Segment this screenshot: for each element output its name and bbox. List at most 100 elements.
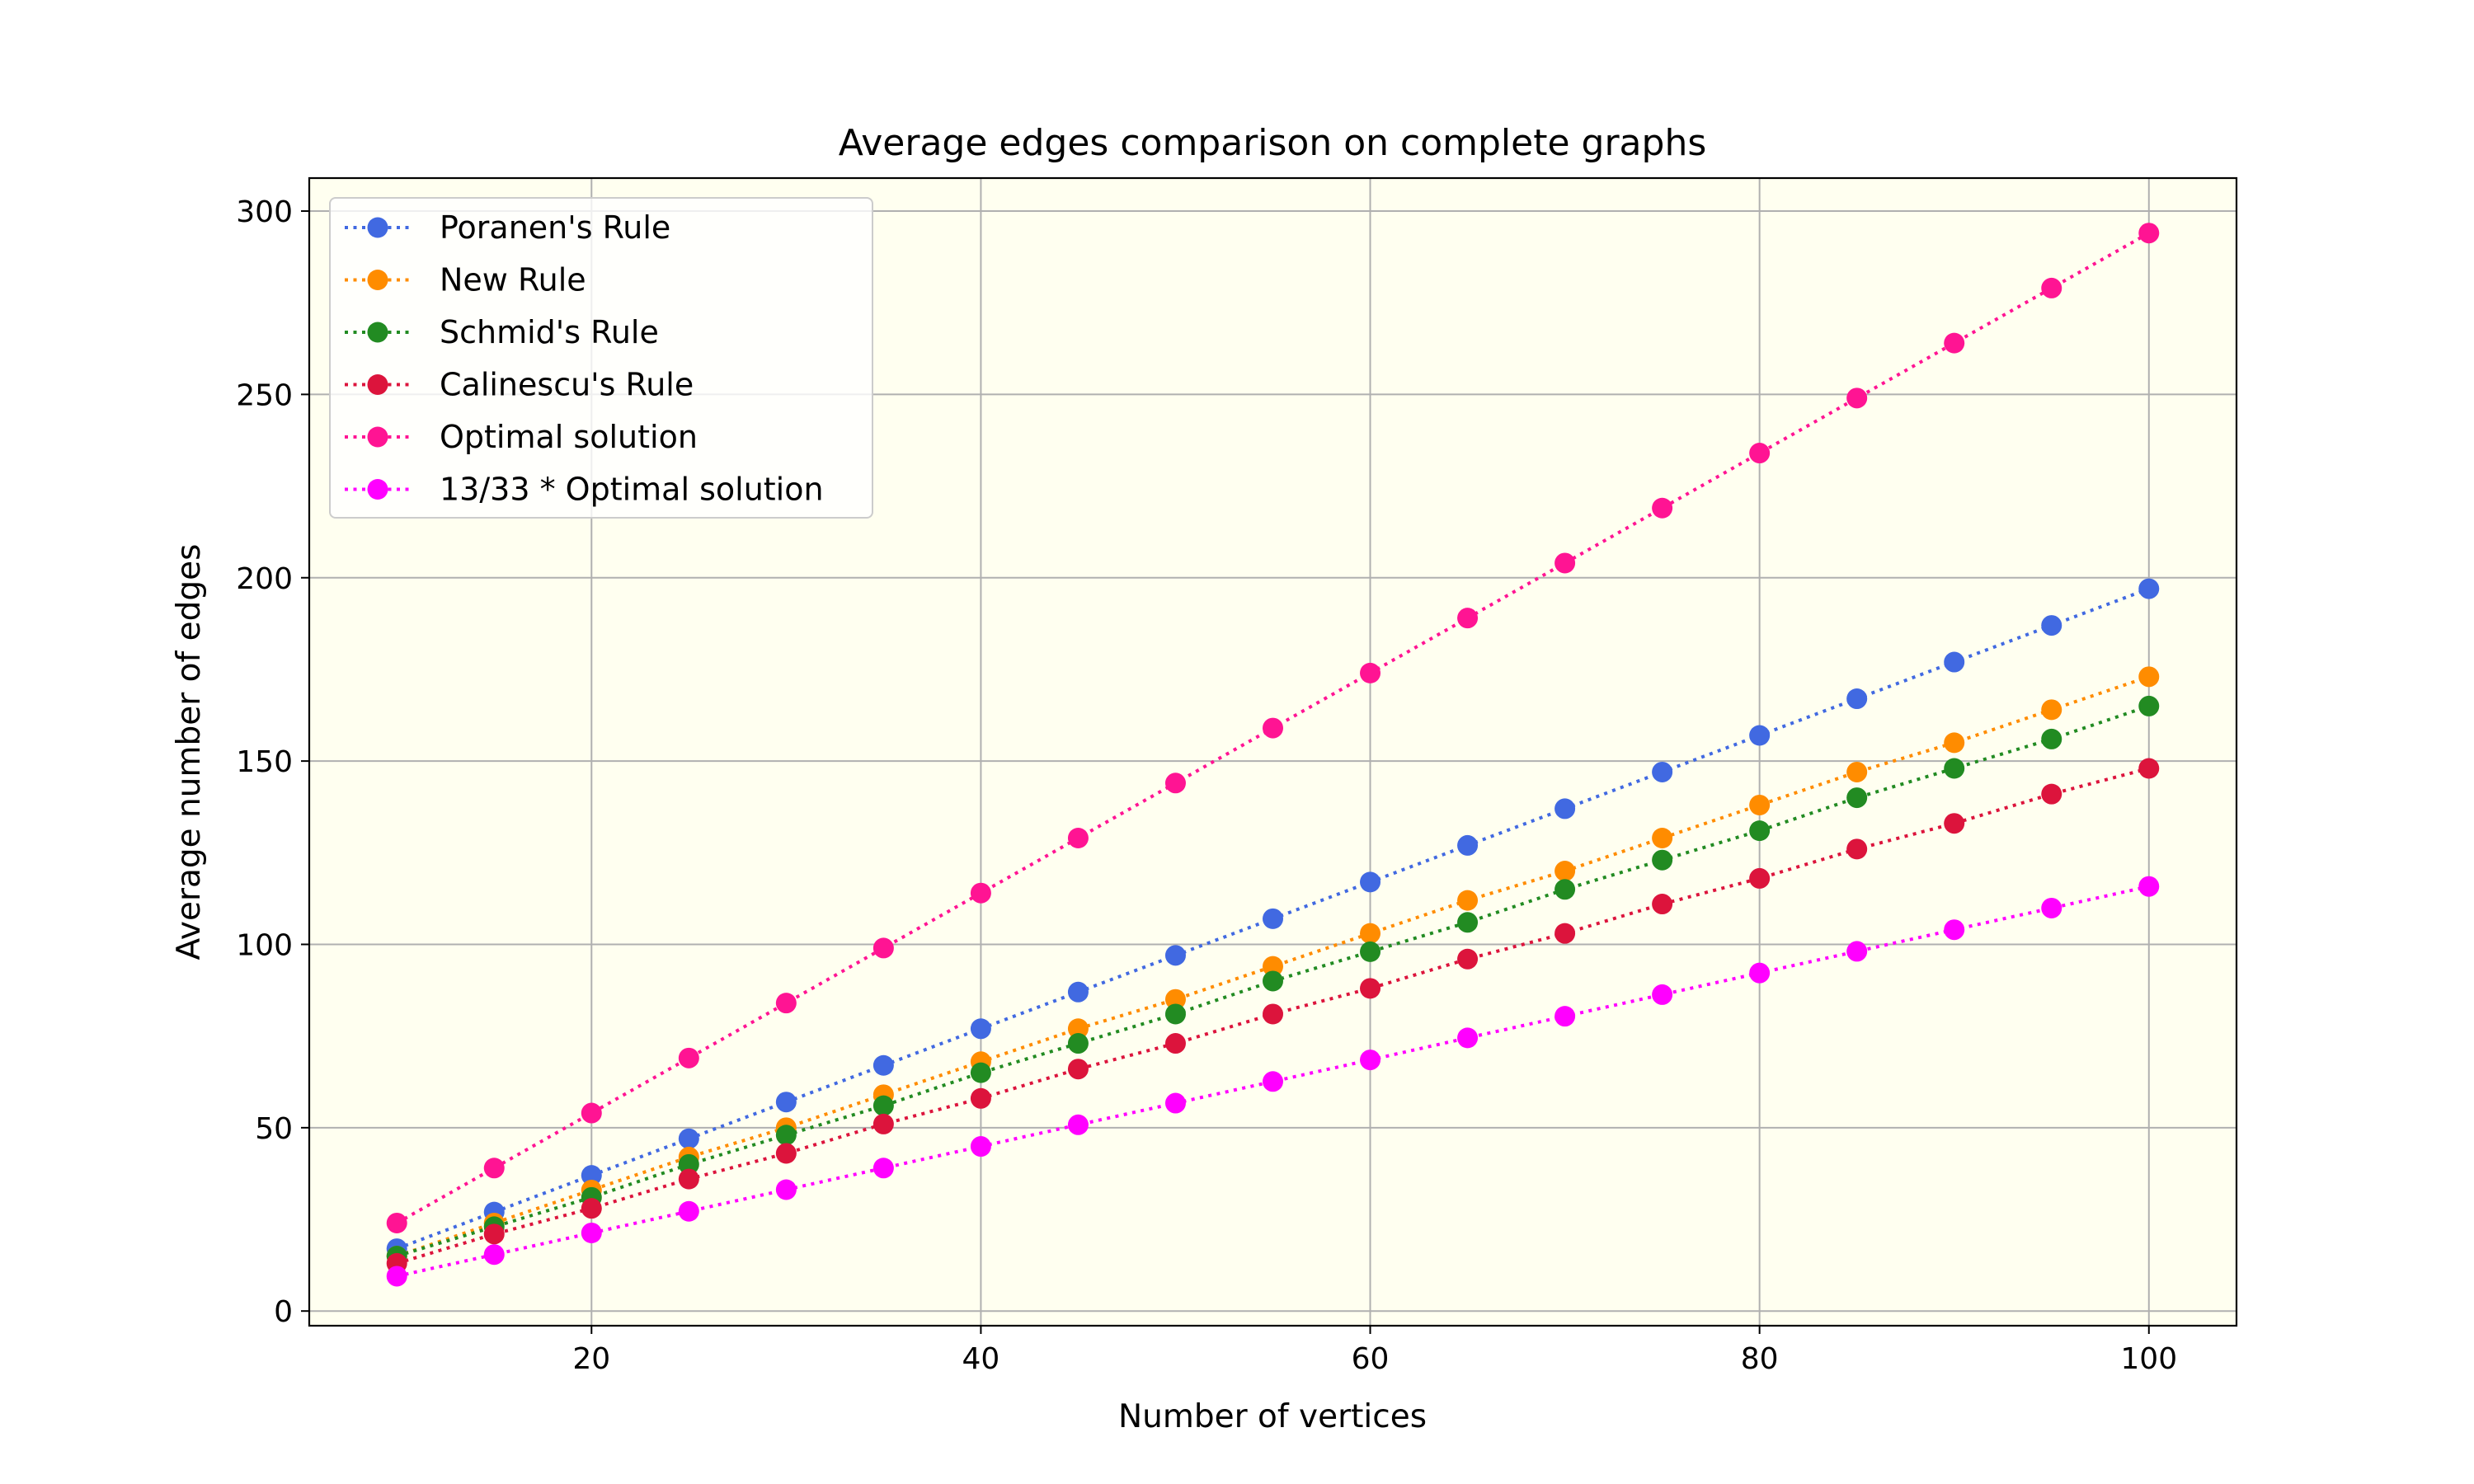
data-point xyxy=(483,1223,505,1245)
x-tick-label: 60 xyxy=(1352,1342,1390,1376)
legend-item: Calinescu's Rule xyxy=(345,367,694,403)
data-point xyxy=(970,1018,991,1040)
data-point xyxy=(1944,332,1965,354)
legend-label: New Rule xyxy=(440,262,586,298)
data-point xyxy=(1944,919,1965,941)
data-point xyxy=(1554,923,1576,944)
series xyxy=(386,223,2160,1233)
data-point xyxy=(775,993,797,1014)
data-point xyxy=(1360,662,1381,683)
data-point xyxy=(2041,897,2062,918)
data-point xyxy=(872,937,894,959)
data-point xyxy=(1749,725,1771,746)
x-tick-label: 40 xyxy=(962,1342,1000,1376)
data-point xyxy=(386,1266,407,1287)
legend-label: 13/33 * Optimal solution xyxy=(440,472,824,508)
chart-title: Average edges comparison on complete gra… xyxy=(839,122,1707,164)
legend-item: Schmid's Rule xyxy=(345,314,659,350)
data-point xyxy=(1652,894,1673,915)
data-point xyxy=(1067,1059,1089,1080)
data-point xyxy=(581,1102,602,1124)
series xyxy=(386,876,2160,1287)
data-point xyxy=(1067,828,1089,849)
data-point xyxy=(1846,688,1868,710)
x-tick-label: 100 xyxy=(2120,1342,2177,1376)
legend-marker xyxy=(367,270,388,290)
data-point xyxy=(1457,1027,1479,1049)
legend-marker xyxy=(367,479,388,500)
data-point xyxy=(1457,912,1479,933)
legend-item: Optimal solution xyxy=(345,419,698,455)
y-tick-label: 200 xyxy=(236,562,293,596)
data-point xyxy=(678,1128,699,1149)
legend-item: New Rule xyxy=(345,262,586,298)
data-point xyxy=(483,1244,505,1266)
data-point xyxy=(872,1095,894,1116)
data-point xyxy=(1164,773,1186,794)
data-point xyxy=(1652,984,1673,1005)
y-tick-label: 0 xyxy=(274,1295,293,1329)
data-point xyxy=(2041,699,2062,721)
data-point xyxy=(1457,608,1479,629)
data-point xyxy=(678,1153,699,1175)
data-point xyxy=(1263,717,1283,739)
data-point xyxy=(581,1198,602,1219)
data-point xyxy=(2138,223,2160,244)
data-point xyxy=(1846,787,1868,809)
legend-item: Poranen's Rule xyxy=(345,209,670,246)
data-point xyxy=(1944,732,1965,754)
data-point xyxy=(1360,1050,1381,1071)
data-point xyxy=(483,1158,505,1179)
data-point xyxy=(581,1165,602,1186)
plot-frame xyxy=(308,176,2238,1327)
data-point xyxy=(1749,867,1771,889)
data-point xyxy=(1263,1003,1283,1025)
data-point xyxy=(2041,783,2062,805)
data-point xyxy=(1067,1018,1089,1040)
series-group xyxy=(386,223,2160,1287)
data-point xyxy=(1263,1071,1283,1092)
data-point xyxy=(1360,871,1381,893)
legend-marker xyxy=(367,426,388,448)
data-point xyxy=(1067,981,1089,1003)
data-point xyxy=(1652,849,1673,871)
data-point xyxy=(1554,861,1576,882)
y-tick-label: 250 xyxy=(236,378,293,412)
data-point xyxy=(1846,941,1868,962)
data-point xyxy=(678,1200,699,1222)
data-point xyxy=(1360,923,1381,944)
data-point xyxy=(1360,941,1381,962)
data-point xyxy=(2041,277,2062,298)
data-point xyxy=(1944,758,1965,779)
data-point xyxy=(2041,728,2062,749)
legend-marker xyxy=(367,322,388,343)
legend-marker xyxy=(367,217,388,238)
data-point xyxy=(1749,820,1771,842)
data-point xyxy=(1164,1092,1186,1114)
data-point xyxy=(1652,761,1673,782)
data-point xyxy=(970,1136,991,1158)
data-point xyxy=(1360,978,1381,999)
data-point xyxy=(1554,1006,1576,1027)
data-point xyxy=(1457,948,1479,970)
grid xyxy=(309,178,2236,1326)
legend-marker xyxy=(367,374,388,395)
data-point xyxy=(1846,838,1868,860)
legend: Poranen's Rule New Rule Schmid's Rule Calin… xyxy=(329,197,873,519)
series xyxy=(386,695,2160,1267)
data-point xyxy=(872,1054,894,1076)
data-point xyxy=(872,1113,894,1134)
data-point xyxy=(1846,761,1868,782)
data-point xyxy=(1164,1033,1186,1054)
data-point xyxy=(1554,798,1576,819)
y-tick-label: 300 xyxy=(236,195,293,229)
data-point xyxy=(872,1158,894,1179)
legend-box xyxy=(329,197,873,519)
data-point xyxy=(970,1062,991,1083)
legend-label: Calinescu's Rule xyxy=(440,367,694,403)
data-point xyxy=(1164,1003,1186,1025)
legend-label: Schmid's Rule xyxy=(440,314,659,350)
data-point xyxy=(775,1125,797,1146)
data-point xyxy=(1457,834,1479,856)
